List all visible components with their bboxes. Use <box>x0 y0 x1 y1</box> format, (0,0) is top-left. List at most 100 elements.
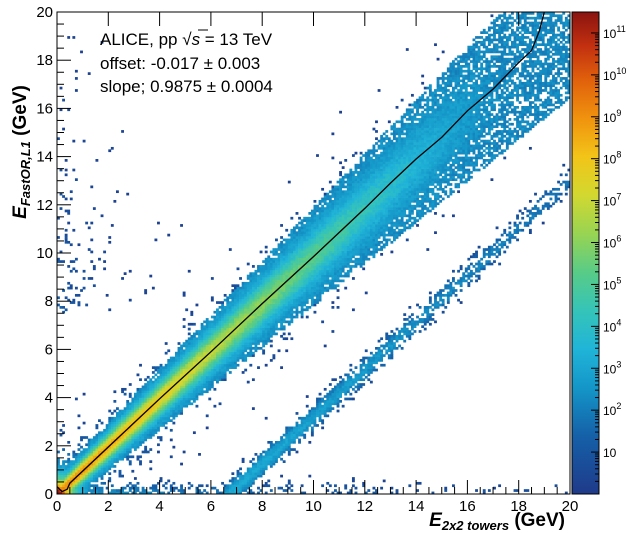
heatmap-cell <box>267 457 271 461</box>
heatmap-cell <box>92 284 96 288</box>
heatmap-cell <box>318 402 322 406</box>
heatmap-cell <box>354 207 358 210</box>
heatmap-cell <box>269 260 273 263</box>
heatmap-cell <box>198 366 201 369</box>
heatmap-cell <box>382 243 386 247</box>
heatmap-cell <box>231 366 235 369</box>
heatmap-cell <box>105 457 109 461</box>
heatmap-cell <box>98 457 101 461</box>
heatmap-cell <box>351 371 355 374</box>
heatmap-cell <box>290 306 294 309</box>
heatmap-cell <box>251 467 255 471</box>
heatmap-cell <box>287 279 291 283</box>
heatmap-cell <box>287 267 291 271</box>
heatmap-cell <box>195 339 199 343</box>
heatmap-cell <box>90 472 94 476</box>
heatmap-cell <box>267 284 271 288</box>
heatmap-cell <box>387 195 391 198</box>
heatmap-cell <box>241 460 245 463</box>
heatmap-cell <box>377 166 381 169</box>
heatmap-cell <box>241 301 245 304</box>
heatmap-cell <box>192 322 196 326</box>
heatmap-cell <box>98 469 101 473</box>
heatmap-cell <box>113 445 117 449</box>
heatmap-cell <box>300 424 304 427</box>
heatmap-cell <box>262 284 266 288</box>
heatmap-cell <box>80 50 83 54</box>
heatmap-cell <box>257 330 260 333</box>
heatmap-cell <box>387 178 391 181</box>
heatmap-cell <box>113 448 117 451</box>
heatmap-cell <box>167 368 171 372</box>
heatmap-cell <box>285 303 289 307</box>
heatmap-cell <box>328 281 332 285</box>
heatmap-cell <box>282 286 286 290</box>
heatmap-cell <box>272 272 276 275</box>
heatmap-cell <box>264 284 268 288</box>
heatmap-cell <box>316 267 319 271</box>
heatmap-cell <box>146 419 150 422</box>
heatmap-cell <box>123 445 127 449</box>
heatmap-cell <box>236 310 240 314</box>
heatmap-cell <box>331 245 335 249</box>
heatmap-cell <box>305 395 309 398</box>
heatmap-cell <box>331 279 335 283</box>
heatmap-cell <box>210 315 214 319</box>
heatmap-cell <box>300 257 304 261</box>
heatmap-cell <box>328 392 332 396</box>
heatmap-cell <box>233 346 237 350</box>
heatmap-cell <box>295 308 299 312</box>
heatmap-cell <box>267 448 271 451</box>
heatmap-cell <box>272 445 276 449</box>
heatmap-cell <box>290 320 294 324</box>
heatmap-cell <box>316 238 319 242</box>
heatmap-cell <box>369 168 373 172</box>
heatmap-cell <box>259 277 263 280</box>
heatmap-cell <box>264 265 268 268</box>
heatmap-cell <box>187 363 191 367</box>
heatmap-cell <box>300 255 304 259</box>
heatmap-cell <box>64 233 68 237</box>
heatmap-cell <box>336 221 340 225</box>
heatmap-cell <box>369 351 373 355</box>
heatmap-cell <box>351 219 355 222</box>
heatmap-cell <box>92 455 96 459</box>
heatmap-cell <box>344 231 348 235</box>
heatmap-cell <box>105 469 109 473</box>
heatmap-cell <box>267 255 271 259</box>
heatmap-cell <box>380 144 384 148</box>
heatmap-cell <box>57 469 60 473</box>
heatmap-cell <box>357 253 360 256</box>
heatmap-cell <box>282 245 286 249</box>
heatmap-cell <box>233 310 237 314</box>
heatmap-cell <box>203 342 207 345</box>
heatmap-cell <box>146 436 150 439</box>
heatmap-cell <box>362 267 366 271</box>
heatmap-cell <box>218 313 222 316</box>
heatmap-cell <box>328 240 332 244</box>
heatmap-cell <box>344 255 348 259</box>
heatmap-cell <box>334 236 337 239</box>
heatmap-cell <box>341 262 345 266</box>
heatmap-cell <box>72 474 76 478</box>
heatmap-cell <box>221 315 225 319</box>
heatmap-cell <box>344 243 348 247</box>
heatmap-cell <box>310 301 314 304</box>
heatmap-cell <box>351 255 355 259</box>
heatmap-cell <box>233 349 237 353</box>
heatmap-cell <box>290 216 294 220</box>
heatmap-cell <box>292 248 296 251</box>
heatmap-cell <box>308 412 312 415</box>
heatmap-cell <box>236 284 240 288</box>
heatmap-cell <box>236 332 240 336</box>
heatmap-cell <box>159 414 163 418</box>
heatmap-cell <box>239 332 242 336</box>
heatmap-cell <box>172 407 176 410</box>
heatmap-cell <box>323 214 327 218</box>
heatmap-cell <box>313 407 317 410</box>
heatmap-cell <box>203 339 207 343</box>
heatmap-cell <box>259 318 263 321</box>
heatmap-cell <box>151 414 155 418</box>
heatmap-cell <box>218 356 222 360</box>
heatmap-cell <box>305 286 309 290</box>
